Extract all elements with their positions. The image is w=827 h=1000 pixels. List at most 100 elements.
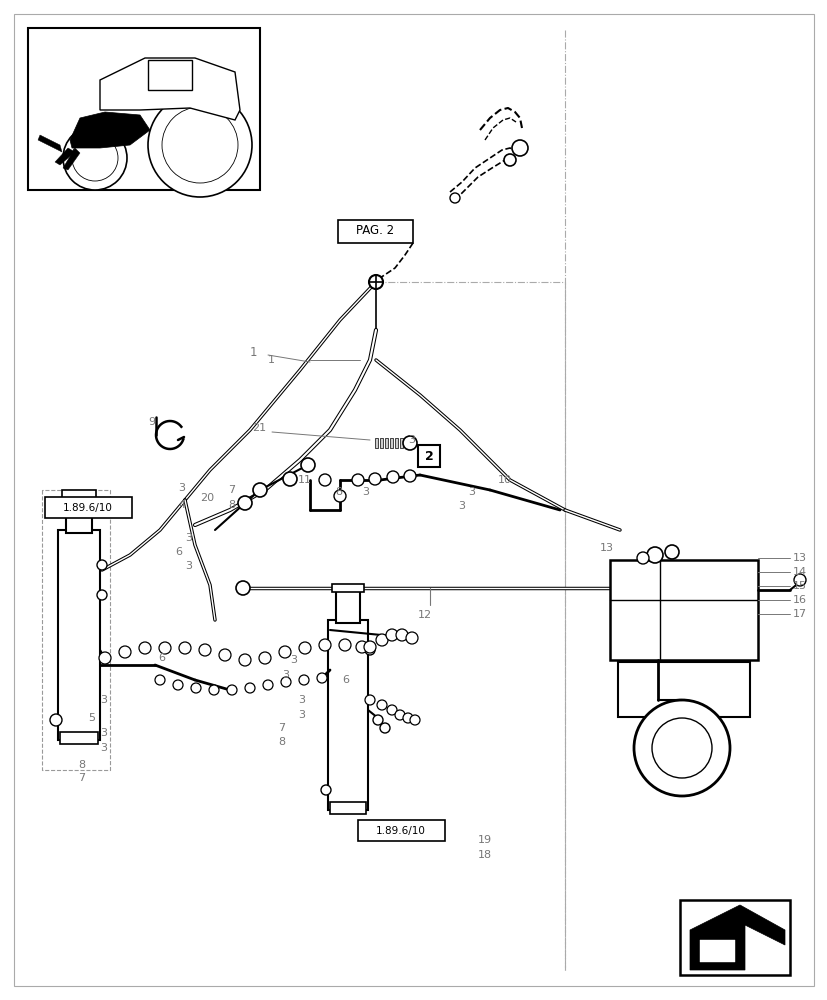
Text: 11: 11 bbox=[298, 475, 312, 485]
Circle shape bbox=[636, 552, 648, 564]
Circle shape bbox=[365, 645, 375, 655]
Text: PAG. 2: PAG. 2 bbox=[356, 225, 394, 237]
Circle shape bbox=[236, 581, 250, 595]
Text: 1.89.6/10: 1.89.6/10 bbox=[375, 826, 425, 836]
Text: 7: 7 bbox=[78, 773, 85, 783]
Circle shape bbox=[405, 632, 418, 644]
Circle shape bbox=[299, 675, 308, 685]
Circle shape bbox=[372, 715, 383, 725]
Text: 1: 1 bbox=[250, 346, 257, 359]
Circle shape bbox=[97, 590, 107, 600]
Bar bbox=[62, 490, 96, 498]
Circle shape bbox=[139, 642, 151, 654]
Text: 3: 3 bbox=[467, 487, 475, 497]
Circle shape bbox=[369, 275, 383, 289]
Bar bbox=[58, 530, 100, 740]
Text: 3: 3 bbox=[361, 487, 369, 497]
Bar bbox=[418, 445, 439, 467]
Polygon shape bbox=[409, 438, 413, 448]
Bar bbox=[60, 732, 98, 744]
Bar bbox=[45, 497, 131, 518]
Text: 12: 12 bbox=[418, 610, 432, 620]
Circle shape bbox=[227, 685, 237, 695]
Polygon shape bbox=[699, 940, 734, 962]
Circle shape bbox=[299, 642, 311, 654]
Polygon shape bbox=[375, 438, 378, 448]
Circle shape bbox=[375, 634, 388, 646]
Circle shape bbox=[317, 673, 327, 683]
Polygon shape bbox=[38, 135, 62, 152]
Text: 9: 9 bbox=[148, 417, 155, 427]
Text: 7: 7 bbox=[278, 723, 284, 733]
Text: 3: 3 bbox=[457, 501, 465, 511]
Text: 3: 3 bbox=[100, 743, 107, 753]
Circle shape bbox=[148, 93, 251, 197]
Circle shape bbox=[191, 683, 201, 693]
Circle shape bbox=[245, 683, 255, 693]
Circle shape bbox=[365, 695, 375, 705]
Polygon shape bbox=[404, 438, 408, 448]
Circle shape bbox=[318, 474, 331, 486]
Text: 17: 17 bbox=[792, 609, 806, 619]
Text: 6: 6 bbox=[158, 653, 165, 663]
Polygon shape bbox=[399, 438, 403, 448]
Text: 16: 16 bbox=[792, 595, 806, 605]
Circle shape bbox=[97, 560, 107, 570]
Circle shape bbox=[449, 193, 460, 203]
Circle shape bbox=[386, 471, 399, 483]
Bar bbox=[679, 900, 789, 975]
Text: 1.89.6/10: 1.89.6/10 bbox=[63, 503, 112, 513]
Polygon shape bbox=[148, 60, 192, 90]
Bar bbox=[330, 802, 366, 814]
Bar bbox=[66, 495, 92, 533]
Circle shape bbox=[218, 649, 231, 661]
Text: 2: 2 bbox=[424, 450, 433, 462]
Circle shape bbox=[380, 723, 390, 733]
Text: 3: 3 bbox=[184, 533, 192, 543]
Circle shape bbox=[403, 713, 413, 723]
Circle shape bbox=[239, 654, 251, 666]
Bar bbox=[332, 584, 364, 592]
Text: 3: 3 bbox=[184, 561, 192, 571]
Circle shape bbox=[280, 677, 290, 687]
Circle shape bbox=[208, 685, 218, 695]
Text: 3: 3 bbox=[298, 710, 304, 720]
Circle shape bbox=[394, 710, 404, 720]
Circle shape bbox=[99, 652, 111, 664]
Circle shape bbox=[179, 642, 191, 654]
Circle shape bbox=[386, 705, 396, 715]
Circle shape bbox=[793, 574, 805, 586]
Bar bbox=[609, 560, 757, 660]
Text: 8: 8 bbox=[335, 487, 342, 497]
Circle shape bbox=[279, 646, 290, 658]
Text: 8: 8 bbox=[78, 760, 85, 770]
Polygon shape bbox=[55, 148, 75, 165]
Circle shape bbox=[119, 646, 131, 658]
Text: 3: 3 bbox=[100, 695, 107, 705]
Polygon shape bbox=[689, 905, 784, 970]
Circle shape bbox=[369, 473, 380, 485]
Circle shape bbox=[198, 644, 211, 656]
Circle shape bbox=[50, 714, 62, 726]
Polygon shape bbox=[390, 438, 393, 448]
Polygon shape bbox=[100, 58, 240, 120]
Text: 3: 3 bbox=[178, 483, 184, 493]
Text: 4: 4 bbox=[178, 500, 185, 510]
Text: 5: 5 bbox=[88, 713, 95, 723]
Circle shape bbox=[664, 545, 678, 559]
Circle shape bbox=[321, 785, 331, 795]
Circle shape bbox=[173, 680, 183, 690]
Text: 6: 6 bbox=[342, 675, 348, 685]
Text: 7: 7 bbox=[227, 485, 235, 495]
Bar bbox=[337, 220, 413, 243]
Text: 8: 8 bbox=[227, 500, 235, 510]
Bar bbox=[357, 820, 444, 841]
Circle shape bbox=[338, 639, 351, 651]
Polygon shape bbox=[394, 438, 398, 448]
Text: 13: 13 bbox=[792, 553, 806, 563]
Bar bbox=[28, 28, 260, 190]
Bar bbox=[336, 590, 360, 623]
Text: 8: 8 bbox=[278, 737, 284, 747]
Circle shape bbox=[376, 700, 386, 710]
Circle shape bbox=[63, 126, 127, 190]
